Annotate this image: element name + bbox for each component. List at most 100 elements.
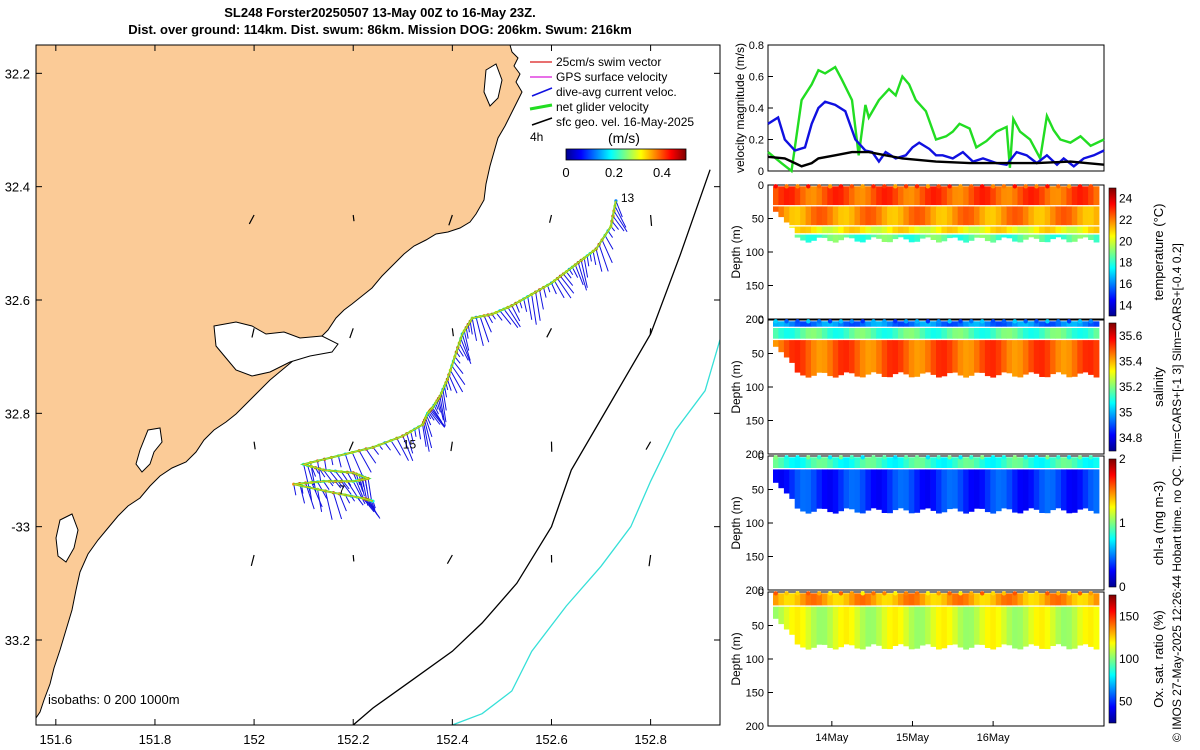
current-vector [368, 499, 378, 516]
current-vector [340, 481, 352, 495]
map-ytick-label: 32.6 [5, 293, 30, 308]
current-vector [443, 386, 448, 398]
track-label: 7 [338, 483, 345, 497]
geo-arrow [248, 214, 255, 225]
current-vector [439, 396, 446, 427]
current-vector [507, 307, 521, 328]
geo-arrow [549, 214, 553, 223]
current-vector [351, 452, 364, 477]
current-vector [433, 405, 439, 415]
current-vector [309, 487, 313, 501]
title-line-1: SL248 Forster20250507 13-May 00Z to 16-M… [224, 5, 536, 20]
map-xtick-label: 152.6 [535, 732, 568, 747]
current-vector [410, 431, 414, 443]
current-vector [471, 318, 478, 341]
current-vector [293, 484, 297, 496]
current-vector [362, 498, 375, 513]
current-vector [332, 492, 343, 520]
current-vector [613, 210, 628, 233]
current-vector [334, 470, 350, 490]
current-vector [449, 370, 464, 393]
geo-arrow [446, 554, 453, 564]
track-label: 15 [403, 438, 417, 452]
colorbar-tick: 0.4 [653, 165, 671, 180]
current-vector [479, 316, 490, 343]
current-vector [422, 424, 427, 447]
current-vector [580, 260, 588, 288]
current-vector [503, 308, 519, 328]
current-vector [592, 251, 597, 266]
geo-arrow [451, 328, 454, 337]
legend-dive-mark [531, 87, 553, 97]
map-xtick-label: 151.6 [40, 732, 73, 747]
geo-arrow [645, 441, 652, 450]
current-vector [463, 330, 470, 351]
colorbar-unit: (m/s) [608, 130, 640, 146]
current-vector [574, 264, 584, 286]
current-vector [406, 433, 414, 454]
legend: 25cm/s swim vector GPS surface velocity … [529, 55, 694, 144]
current-vector [390, 440, 401, 456]
current-vector [440, 392, 447, 423]
map-xtick-label: 152.2 [337, 732, 370, 747]
current-vector [586, 255, 590, 267]
current-vector [461, 333, 471, 361]
current-vector [448, 374, 458, 394]
legend-swim: 25cm/s swim vector [556, 55, 661, 69]
current-vector [457, 347, 464, 357]
current-vector [437, 398, 444, 421]
current-vector [515, 303, 520, 313]
map-frame [35, 44, 721, 726]
current-vector [577, 262, 587, 291]
geo-arrow [648, 554, 652, 567]
current-vector [429, 410, 441, 425]
credit-text: © IMOS 27-May-2025 12:26:44 Hobart time.… [1170, 243, 1184, 742]
legend-net-mark [529, 103, 553, 111]
current-vector [418, 426, 422, 440]
current-vector [428, 411, 435, 421]
current-vector [598, 244, 609, 272]
geo-arrow [352, 554, 355, 562]
geo-arrow [251, 328, 255, 338]
speed-colorbar: 0 0.2 0.4 [562, 148, 687, 180]
current-vector [358, 480, 364, 492]
current-vector [344, 453, 353, 474]
legend-interval: 4h [530, 130, 543, 144]
current-vector [367, 478, 372, 500]
isobaths-label: isobaths: 0 200 1000m [48, 692, 180, 707]
current-vector [402, 435, 414, 461]
lake-3 [55, 513, 79, 563]
geostrophic-arrows [248, 214, 653, 567]
legend-geo-mark [531, 117, 553, 126]
current-vector [337, 455, 342, 468]
isobath-200m [352, 169, 711, 725]
current-vector [465, 327, 469, 339]
geo-arrow [253, 441, 256, 450]
map-xtick-label: 152.8 [634, 732, 667, 747]
colorbar-tick: 0 [562, 165, 569, 180]
colorbar-ramp [565, 148, 687, 161]
current-vector [611, 220, 619, 230]
map-y-axis: 32.2 32.4 32.6 32.8 -33 33.2 [5, 66, 720, 648]
current-vector [365, 448, 377, 464]
current-vector [460, 338, 472, 365]
current-vector [551, 282, 557, 295]
current-vector [511, 305, 521, 322]
map-xtick-label: 151.8 [139, 732, 172, 747]
geo-arrow [450, 441, 453, 452]
current-vector [523, 298, 528, 312]
current-vector [430, 409, 446, 428]
current-vector [612, 215, 625, 232]
current-vector [436, 400, 441, 413]
chart-title: SL248 Forster20250507 13-May 00Z to 16-M… [0, 4, 760, 38]
map-ytick-label: -33 [11, 520, 30, 535]
current-vector [346, 472, 353, 482]
current-vector [499, 310, 512, 325]
current-vector [535, 291, 541, 321]
current-vector [495, 312, 503, 321]
geo-arrow [250, 554, 255, 567]
current-vector [358, 450, 372, 473]
colorbar-tick: 0.2 [605, 165, 623, 180]
current-vector [451, 365, 466, 385]
